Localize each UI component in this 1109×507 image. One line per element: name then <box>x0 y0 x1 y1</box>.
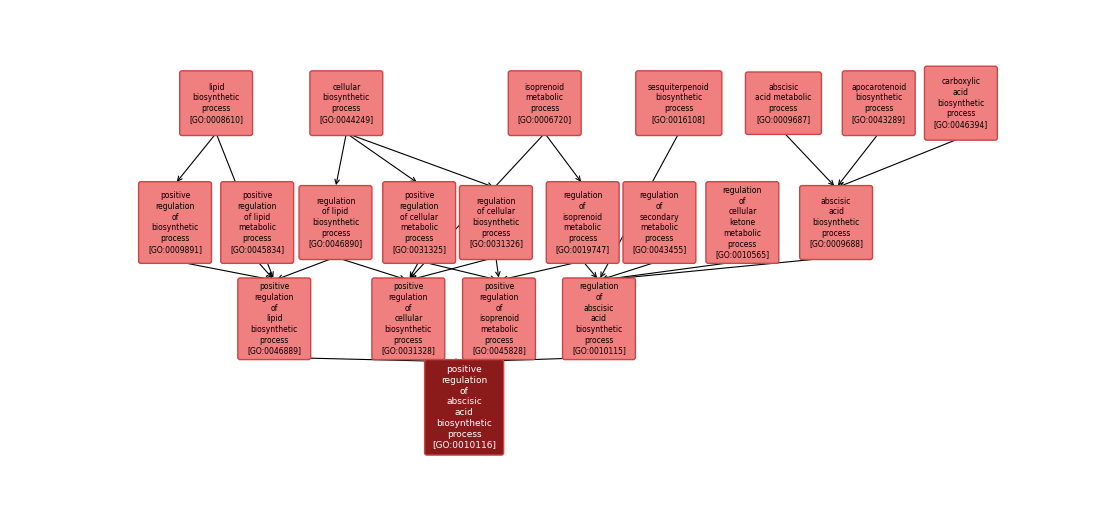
FancyBboxPatch shape <box>635 71 722 135</box>
Text: positive
regulation
of cellular
metabolic
process
[GO:0031325]: positive regulation of cellular metaboli… <box>393 191 446 254</box>
Text: abscisic
acid metabolic
process
[GO:0009687]: abscisic acid metabolic process [GO:0009… <box>755 83 812 124</box>
FancyBboxPatch shape <box>237 278 311 359</box>
FancyBboxPatch shape <box>299 186 372 260</box>
Text: carboxylic
acid
biosynthetic
process
[GO:0046394]: carboxylic acid biosynthetic process [GO… <box>934 77 988 129</box>
Text: positive
regulation
of
cellular
biosynthetic
process
[GO:0031328]: positive regulation of cellular biosynth… <box>381 282 435 355</box>
Text: regulation
of
cellular
ketone
metabolic
process
[GO:0010565]: regulation of cellular ketone metabolic … <box>715 186 770 259</box>
Text: positive
regulation
of
abscisic
acid
biosynthetic
process
[GO:0010116]: positive regulation of abscisic acid bio… <box>433 365 496 450</box>
FancyBboxPatch shape <box>925 66 997 140</box>
Text: lipid
biosynthetic
process
[GO:0008610]: lipid biosynthetic process [GO:0008610] <box>190 83 243 124</box>
FancyBboxPatch shape <box>221 182 294 263</box>
FancyBboxPatch shape <box>425 359 503 455</box>
FancyBboxPatch shape <box>623 182 695 263</box>
Text: sesquiterpenoid
biosynthetic
process
[GO:0016108]: sesquiterpenoid biosynthetic process [GO… <box>648 83 710 124</box>
FancyBboxPatch shape <box>372 278 445 359</box>
FancyBboxPatch shape <box>547 182 619 263</box>
Text: isoprenoid
metabolic
process
[GO:0006720]: isoprenoid metabolic process [GO:0006720… <box>518 83 572 124</box>
FancyBboxPatch shape <box>800 186 873 260</box>
FancyBboxPatch shape <box>562 278 635 359</box>
Text: regulation
of cellular
biosynthetic
process
[GO:0031326]: regulation of cellular biosynthetic proc… <box>469 197 523 248</box>
FancyBboxPatch shape <box>508 71 581 135</box>
Text: regulation
of
isoprenoid
metabolic
process
[GO:0019747]: regulation of isoprenoid metabolic proce… <box>556 191 610 254</box>
FancyBboxPatch shape <box>462 278 536 359</box>
Text: positive
regulation
of
isoprenoid
metabolic
process
[GO:0045828]: positive regulation of isoprenoid metabo… <box>472 282 526 355</box>
Text: abscisic
acid
biosynthetic
process
[GO:0009688]: abscisic acid biosynthetic process [GO:0… <box>810 197 863 248</box>
FancyBboxPatch shape <box>706 182 779 263</box>
FancyBboxPatch shape <box>745 72 822 134</box>
FancyBboxPatch shape <box>180 71 253 135</box>
FancyBboxPatch shape <box>383 182 456 263</box>
FancyBboxPatch shape <box>139 182 212 263</box>
Text: positive
regulation
of
lipid
biosynthetic
process
[GO:0046889]: positive regulation of lipid biosyntheti… <box>247 282 302 355</box>
FancyBboxPatch shape <box>309 71 383 135</box>
FancyBboxPatch shape <box>459 186 532 260</box>
Text: cellular
biosynthetic
process
[GO:0044249]: cellular biosynthetic process [GO:004424… <box>319 83 374 124</box>
Text: regulation
of lipid
biosynthetic
process
[GO:0046890]: regulation of lipid biosynthetic process… <box>308 197 363 248</box>
Text: regulation
of
secondary
metabolic
process
[GO:0043455]: regulation of secondary metabolic proces… <box>632 191 686 254</box>
Text: positive
regulation
of lipid
metabolic
process
[GO:0045834]: positive regulation of lipid metabolic p… <box>231 191 284 254</box>
Text: apocarotenoid
biosynthetic
process
[GO:0043289]: apocarotenoid biosynthetic process [GO:0… <box>851 83 906 124</box>
FancyBboxPatch shape <box>843 71 915 135</box>
Text: positive
regulation
of
biosynthetic
process
[GO:0009891]: positive regulation of biosynthetic proc… <box>147 191 202 254</box>
Text: regulation
of
abscisic
acid
biosynthetic
process
[GO:0010115]: regulation of abscisic acid biosynthetic… <box>572 282 625 355</box>
